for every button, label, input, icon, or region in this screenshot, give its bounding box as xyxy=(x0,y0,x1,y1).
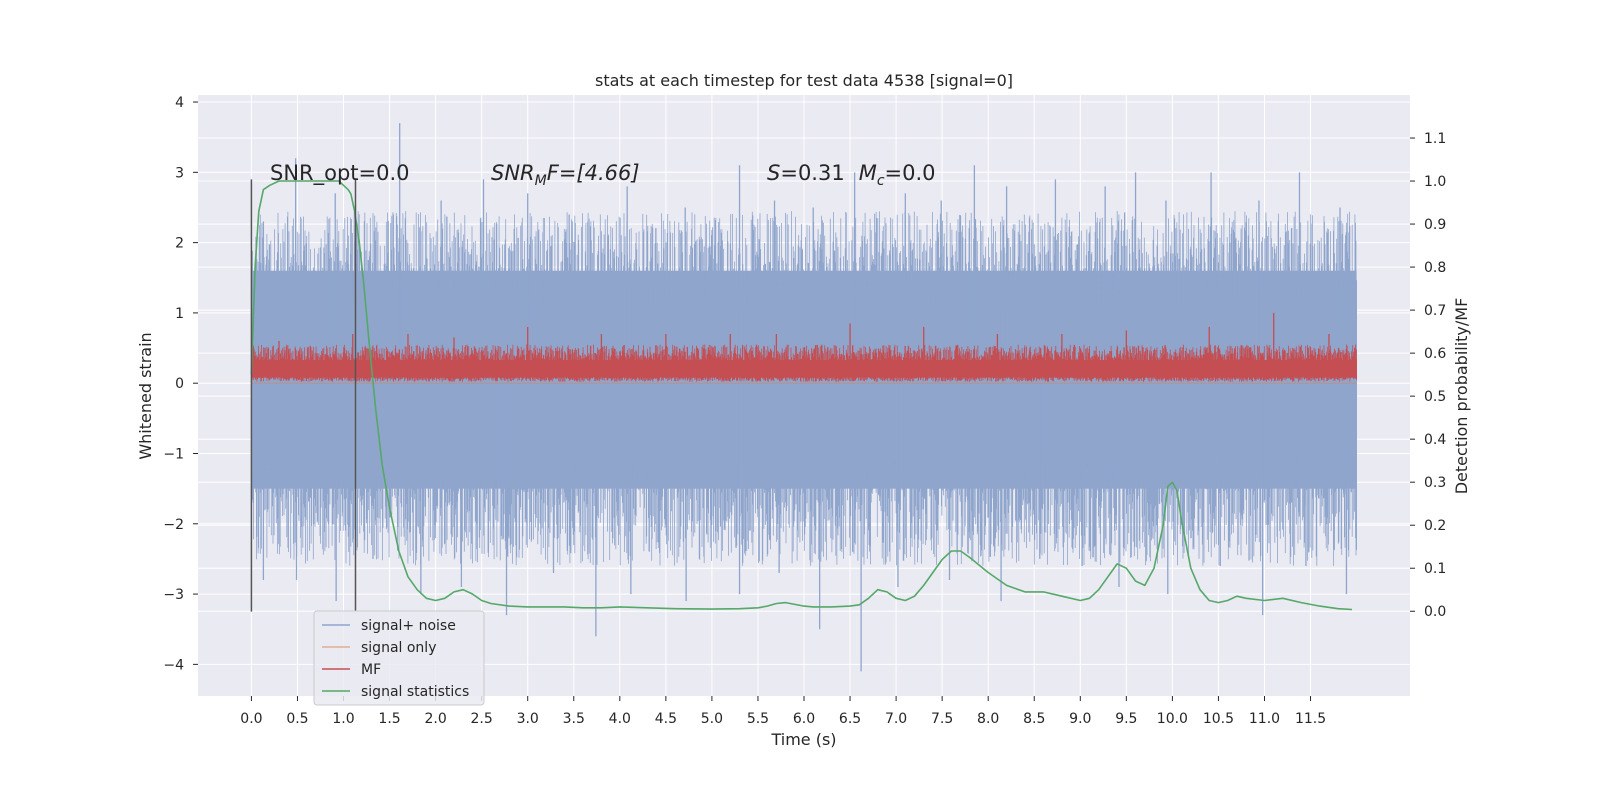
marker-lines xyxy=(250,179,357,612)
x-tick-label: 5.0 xyxy=(701,711,723,727)
annotation-mc-val: =0.0 xyxy=(885,161,936,185)
y2-tick-label: 0.9 xyxy=(1424,217,1446,233)
series-mf xyxy=(251,312,1357,382)
x-tick-label: 3.5 xyxy=(563,711,585,727)
annotation-snr-mf: SNRMF=[4.66] xyxy=(491,161,640,189)
legend-label-signal-only: signal only xyxy=(361,640,436,656)
legend-label-stat: signal statistics xyxy=(361,684,469,700)
annotation-s-val: =0.31 xyxy=(780,161,844,185)
x-tick-label: 11.0 xyxy=(1249,711,1280,727)
y2-tick-label: 0.4 xyxy=(1424,432,1446,448)
annotation-s-var: S xyxy=(767,161,780,185)
x-tick-label: 2.0 xyxy=(424,711,446,727)
y-tick-label: −2 xyxy=(163,517,184,533)
legend-label-mf: MF xyxy=(361,662,381,678)
y-tick-label: 1 xyxy=(175,306,184,322)
x-tick-label: 9.0 xyxy=(1069,711,1091,727)
x-tick-label: 7.5 xyxy=(931,711,953,727)
y-tick-label: 2 xyxy=(175,236,184,252)
x-tick-label: 7.0 xyxy=(885,711,907,727)
x-tick-label: 0.0 xyxy=(240,711,262,727)
x-axis-label: Time (s) xyxy=(770,730,836,749)
y2-tick-labels: 1.1 1.0 0.9 0.8 0.7 0.6 0.5 0.4 0.3 0.2 0.1 0.0 xyxy=(1410,131,1446,620)
x-tick-label: 6.0 xyxy=(793,711,815,727)
y-axis-label: Whitened strain xyxy=(136,332,155,459)
x-tick-label: 11.5 xyxy=(1295,711,1326,727)
y-tick-labels: 4 3 2 1 0 −1 −2 −3 −4 xyxy=(163,95,198,673)
y2-tick-label: 0.2 xyxy=(1424,518,1446,534)
annotations: SNR_opt=0.0 SNRMF=[4.66] S=0.31 Mc=0.0 xyxy=(270,161,936,189)
chart-title: stats at each timestep for test data 453… xyxy=(595,71,1013,90)
series-layer xyxy=(250,123,1357,672)
x-tick-label: 8.5 xyxy=(1023,711,1045,727)
y2-tick-label: 0.1 xyxy=(1424,561,1446,577)
y2-tick-label: 1.0 xyxy=(1424,174,1446,190)
y2-tick-label: 0.0 xyxy=(1424,604,1446,620)
x-tick-label: 10.5 xyxy=(1203,711,1234,727)
legend-label-noise: signal+ noise xyxy=(361,618,456,634)
x-tick-labels: 0.0 0.5 1.0 1.5 2.0 2.5 3.0 3.5 4.0 4.5 5.0 5.5 6.0 6… xyxy=(240,696,1326,727)
x-tick-label: 4.0 xyxy=(609,711,631,727)
legend: signal+ noise signal only MF signal stat… xyxy=(313,610,485,706)
y-tick-label: −3 xyxy=(163,587,184,603)
y-tick-label: 0 xyxy=(175,376,184,392)
y2-tick-label: 0.8 xyxy=(1424,260,1446,276)
x-tick-label: 2.5 xyxy=(471,711,493,727)
x-tick-label: 1.5 xyxy=(378,711,400,727)
annotation-mc-var: M xyxy=(859,161,877,185)
y-tick-label: −4 xyxy=(163,657,184,673)
y2-tick-label: 0.7 xyxy=(1424,303,1446,319)
annotation-snr-mf-base: SNR xyxy=(491,161,535,185)
y2-tick-label: 0.3 xyxy=(1424,475,1446,491)
y2-axis-label: Detection probability/MF xyxy=(1452,298,1471,495)
annotation-snr-opt: SNR_opt=0.0 xyxy=(270,161,410,186)
annotation-mc-sub: c xyxy=(877,173,885,189)
x-tick-label: 6.5 xyxy=(839,711,861,727)
x-tick-label: 10.0 xyxy=(1157,711,1188,727)
x-tick-label: 3.0 xyxy=(517,711,539,727)
x-tick-label: 5.5 xyxy=(747,711,769,727)
x-tick-label: 0.5 xyxy=(286,711,308,727)
x-tick-label: 1.0 xyxy=(332,711,354,727)
x-tick-label: 8.0 xyxy=(977,711,999,727)
legend-box xyxy=(313,610,485,706)
annotation-snr-mf-sub: M xyxy=(535,173,547,189)
y2-tick-label: 0.5 xyxy=(1424,389,1446,405)
annotation-snr-mf-rest: F=[4.66] xyxy=(547,161,640,185)
x-tick-label: 4.5 xyxy=(655,711,677,727)
y-tick-label: −1 xyxy=(163,446,184,462)
y-tick-label: 4 xyxy=(175,95,184,111)
y-tick-label: 3 xyxy=(175,165,184,181)
y2-tick-label: 0.6 xyxy=(1424,346,1446,362)
x-tick-label: 9.5 xyxy=(1115,711,1137,727)
y2-tick-label: 1.1 xyxy=(1424,131,1446,147)
annotation-s-mc: S=0.31 Mc=0.0 xyxy=(767,161,936,189)
